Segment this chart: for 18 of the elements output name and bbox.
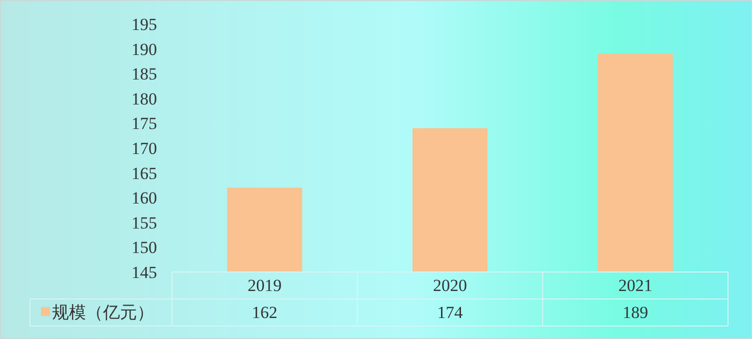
y-tick-label: 175 — [132, 114, 157, 134]
y-tick-label: 185 — [132, 64, 157, 84]
x-tick-label: 2020 — [433, 276, 467, 295]
y-tick-label: 145 — [132, 263, 157, 282]
y-tick-label: 170 — [132, 139, 157, 158]
y-tick-label: 165 — [132, 164, 157, 183]
y-tick-label: 195 — [132, 15, 157, 34]
x-tick-label: 2021 — [618, 276, 652, 295]
data-label: 189 — [622, 303, 648, 322]
y-tick-label: 155 — [132, 213, 157, 232]
y-tick-label: 160 — [132, 188, 157, 208]
data-label: 162 — [252, 303, 278, 322]
y-tick-label: 150 — [132, 238, 157, 258]
data-label: 174 — [437, 303, 464, 322]
x-tick-label: 2019 — [248, 276, 282, 295]
y-tick-label: 190 — [132, 40, 157, 59]
legend-label: 规模（亿元） — [52, 303, 154, 322]
y-tick-label: 180 — [132, 89, 157, 108]
